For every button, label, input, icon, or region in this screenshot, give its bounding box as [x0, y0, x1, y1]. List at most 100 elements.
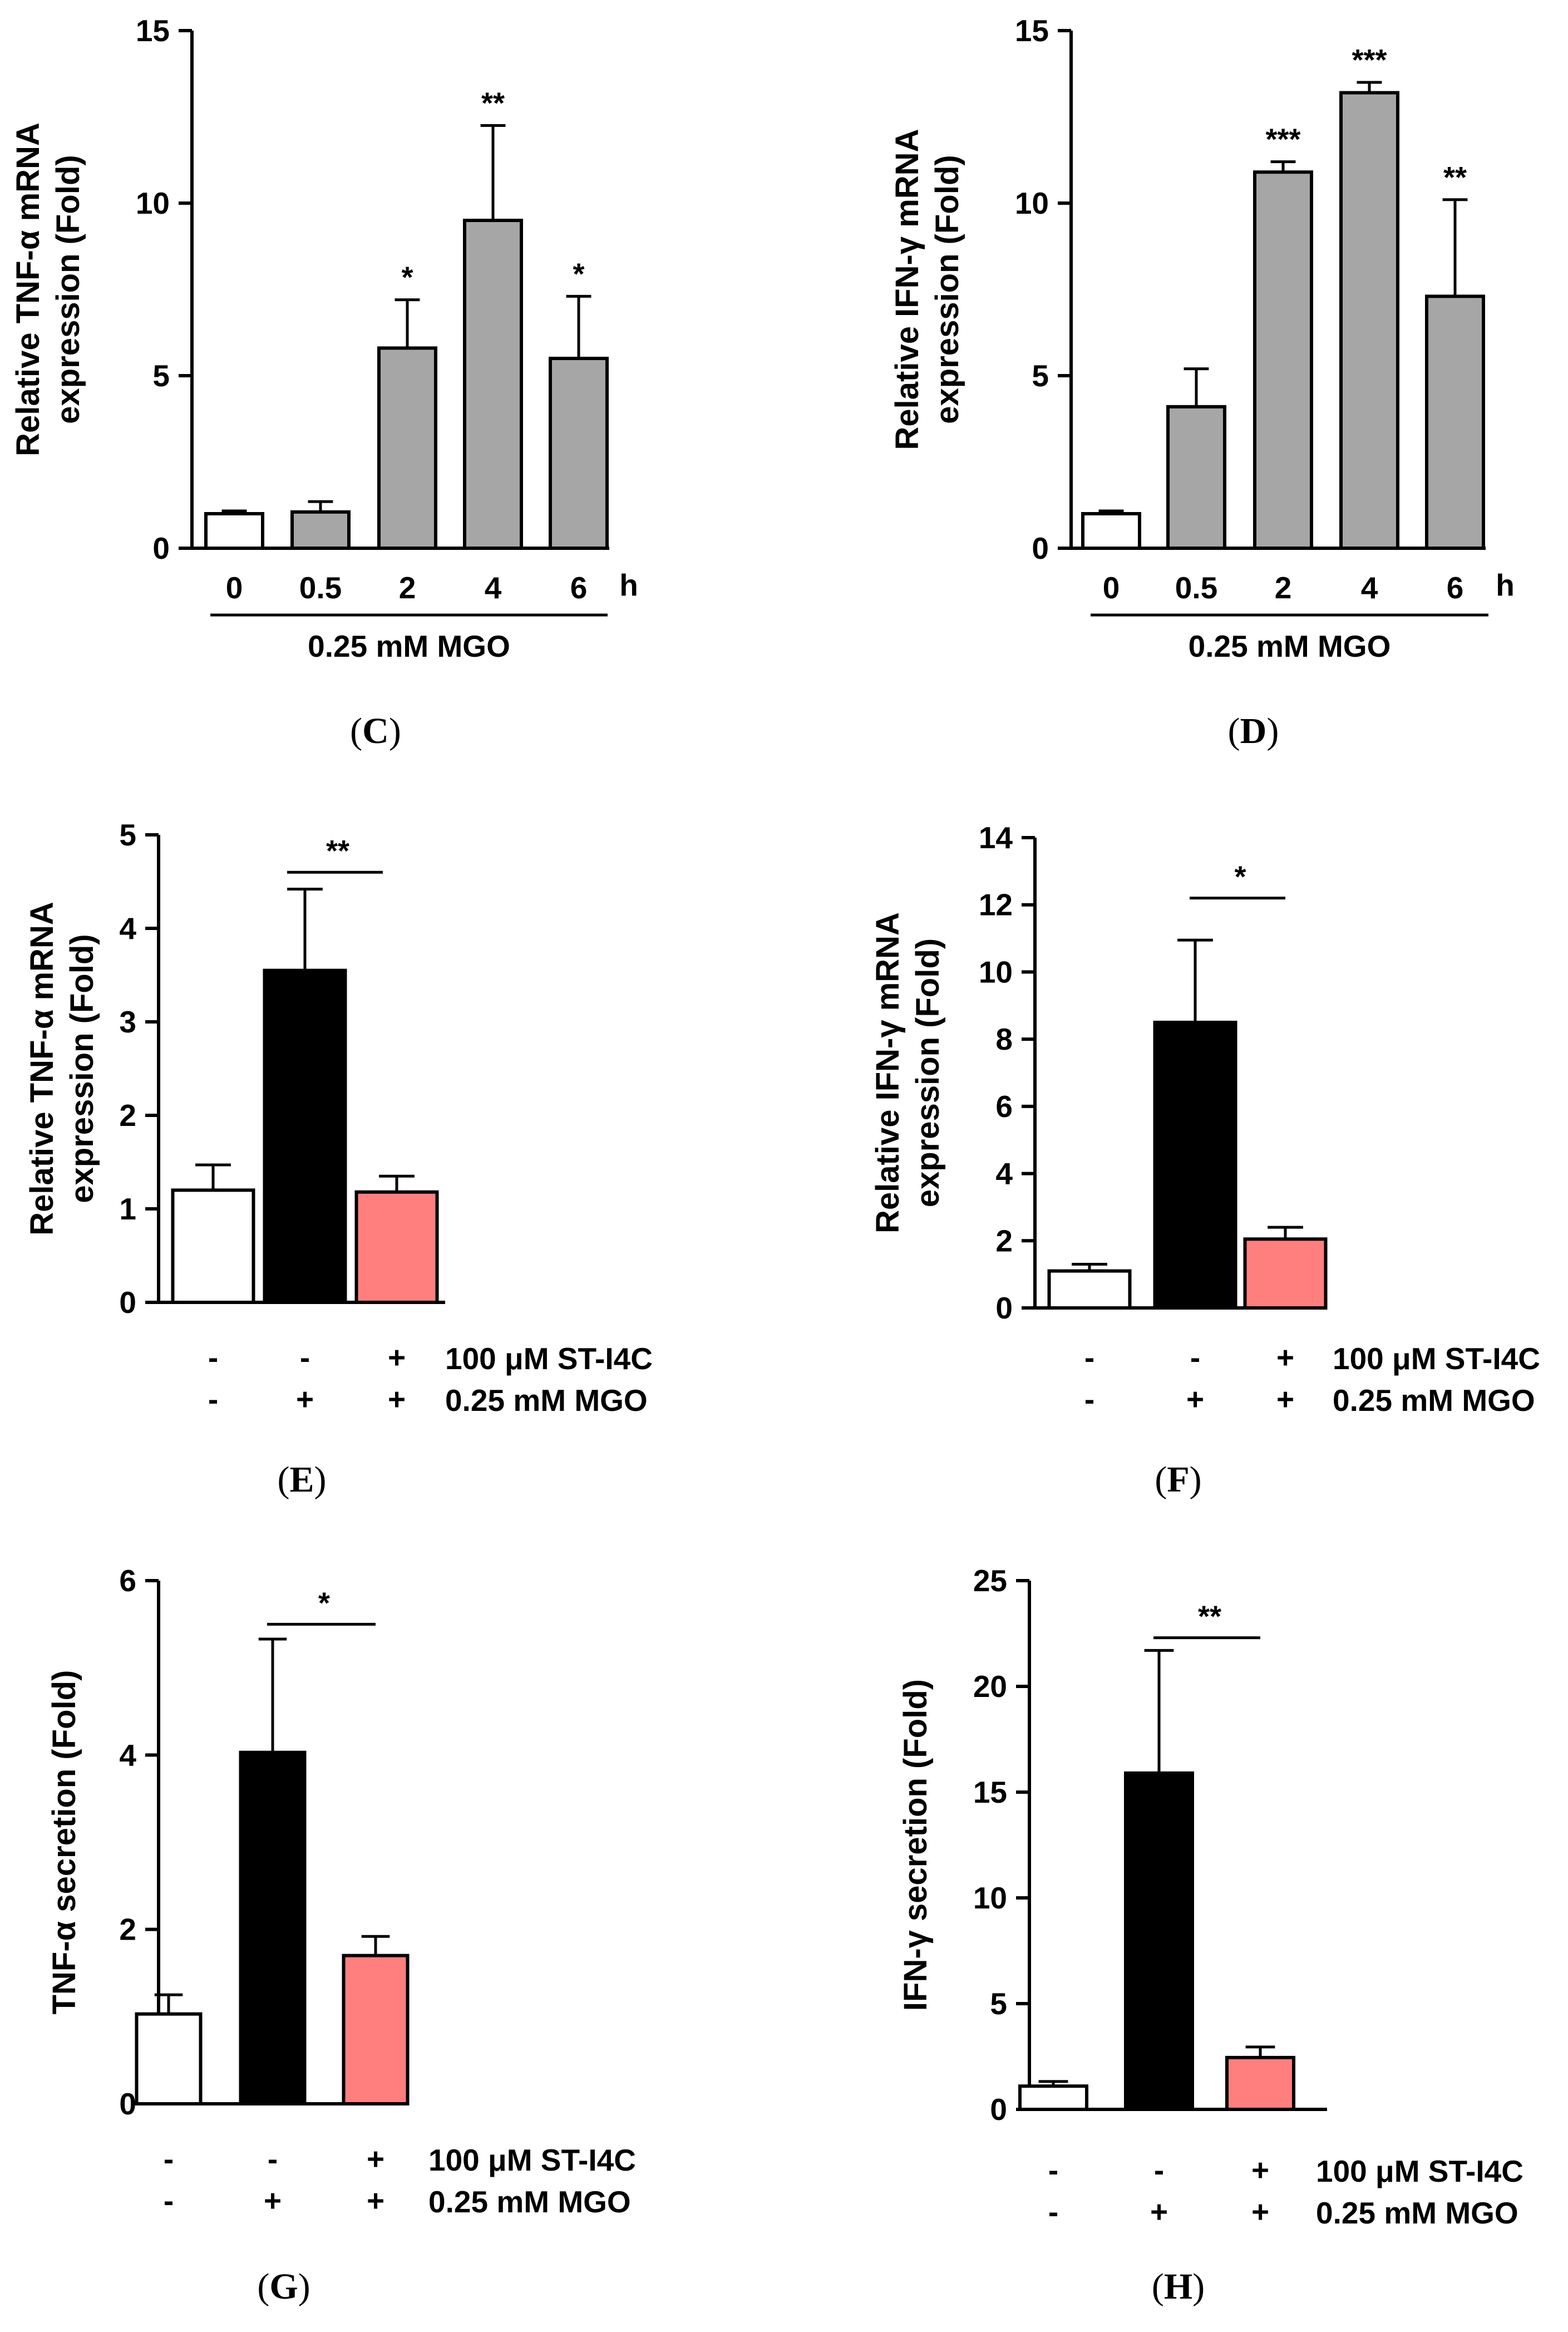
significance-label: ** — [481, 87, 505, 120]
y-tick-label: 12 — [979, 888, 1013, 922]
y-tick-label: 5 — [1032, 358, 1049, 393]
x-tick-label: 2 — [399, 570, 416, 605]
bar — [239, 1750, 307, 2105]
y-tick-label: 10 — [973, 1881, 1007, 1915]
y-tick-label: 2 — [995, 1223, 1013, 1258]
significance-label: ** — [1198, 1600, 1221, 1634]
treatment-sign: - — [1048, 2153, 1058, 2187]
y-tick-label: 1 — [119, 1192, 136, 1226]
treatment-sign: - — [208, 1382, 218, 1416]
significance-label: * — [1234, 860, 1246, 894]
treatment-label: 0.25 mM MGO — [1316, 2196, 1518, 2230]
bar — [1225, 2055, 1295, 2111]
panel-label-part: E — [289, 1459, 314, 1500]
bar — [1166, 405, 1226, 550]
treatment-label: 0.25 mM MGO — [428, 2185, 631, 2219]
y-tick-label: 2 — [119, 1098, 136, 1133]
y-tick-label: 10 — [136, 186, 170, 220]
bar — [1339, 91, 1399, 550]
panel-label-part: ) — [389, 711, 401, 751]
panel-label-part: ) — [1266, 711, 1279, 751]
y-tick-label: 4 — [119, 911, 136, 946]
x-tick-label: 2 — [1275, 570, 1292, 605]
panel-label-part: ( — [350, 711, 362, 751]
x-tick-label: 6 — [570, 570, 588, 605]
group-label: 0.25 mM MGO — [1189, 629, 1391, 663]
bar — [1153, 1020, 1237, 1310]
panel-label-part: ) — [1192, 2266, 1205, 2307]
treatment-sign: + — [1150, 2195, 1168, 2229]
treatment-sign: - — [1084, 1382, 1094, 1416]
significance-label: ** — [326, 834, 349, 868]
panel-label-part: ( — [278, 1459, 290, 1500]
treatment-sign: + — [388, 1340, 406, 1375]
y-axis-label: IFN-γ secretion (Fold) — [898, 1679, 934, 2011]
bar — [1081, 512, 1141, 550]
bar — [342, 1954, 410, 2106]
significance-label: ** — [1443, 161, 1467, 194]
treatment-sign: - — [1190, 1340, 1200, 1375]
y-tick-label: 8 — [995, 1022, 1013, 1056]
y-tick-label: 0 — [990, 2092, 1007, 2127]
bar — [204, 512, 264, 550]
y-tick-label: 0 — [995, 1291, 1013, 1325]
bar — [1124, 1771, 1194, 2112]
treatment-sign: - — [1048, 2195, 1058, 2229]
bar — [1018, 2084, 1088, 2111]
treatment-sign: + — [1186, 1382, 1204, 1416]
y-axis-label: Relative IFN-γ mRNA — [889, 129, 925, 450]
y-tick-label: 6 — [119, 1563, 136, 1598]
y-tick-label: 5 — [119, 818, 136, 852]
chart-g: 0 2 4 6 * - - +100 μM ST-I4C - + +0.25 mM MGO TNF-α… — [46, 1563, 636, 2307]
x-tick-label: 4 — [485, 570, 502, 605]
treatment-label: 0.25 mM MGO — [445, 1383, 648, 1418]
panel-label-part: ( — [257, 2266, 269, 2307]
bar — [1253, 170, 1313, 550]
panel-label-part: ( — [1155, 1459, 1167, 1500]
panel-label-part: ) — [314, 1459, 327, 1500]
panel-label-part: C — [362, 711, 389, 751]
bar — [377, 346, 437, 550]
y-tick-label: 20 — [973, 1669, 1007, 1704]
treatment-label: 100 μM ST-I4C — [445, 1341, 653, 1376]
y-tick-label: 4 — [119, 1738, 136, 1772]
y-tick-label: 15 — [136, 13, 170, 48]
x-tick-label: 0 — [1103, 570, 1120, 605]
treatment-sign: - — [268, 2142, 278, 2176]
panel-label-part: F — [1167, 1459, 1189, 1500]
treatment-sign: + — [1276, 1340, 1294, 1375]
significance-label: *** — [1352, 43, 1387, 77]
chart-h: 0 5 10 15 20 25 ** - - +100 μM ST-I4C - + +0.25 mM M… — [898, 1563, 1523, 2307]
y-tick-label: 10 — [979, 955, 1013, 989]
treatment-sign: + — [264, 2183, 282, 2218]
y-axis-label: expression (Fold) — [64, 934, 100, 1203]
y-tick-label: 0 — [119, 2087, 136, 2121]
y-tick-label: 15 — [973, 1775, 1007, 1809]
y-tick-label: 5 — [152, 358, 170, 393]
significance-label: * — [573, 257, 584, 291]
x-tick-label: 4 — [1361, 570, 1378, 605]
panel-label-part: ( — [1152, 2266, 1164, 2307]
treatment-label: 100 μM ST-I4C — [428, 2143, 636, 2177]
treatment-sign: - — [1084, 1340, 1094, 1375]
y-tick-label: 6 — [995, 1089, 1013, 1124]
treatment-sign: - — [164, 2142, 174, 2176]
panel-label: (E) — [278, 1459, 327, 1500]
y-tick-label: 15 — [1015, 13, 1049, 48]
panel-label-part: ) — [298, 2266, 310, 2307]
bar — [1047, 1269, 1132, 1310]
treatment-sign: + — [367, 2183, 384, 2218]
y-tick-label: 14 — [979, 820, 1013, 855]
panel-label-part: D — [1240, 711, 1267, 751]
treatment-sign: - — [1154, 2153, 1164, 2187]
bar — [463, 219, 523, 550]
panel-label-part: ( — [1228, 711, 1240, 751]
bar — [290, 510, 351, 550]
y-axis-label: Relative IFN-γ mRNA — [870, 912, 906, 1233]
panel-label: (G) — [257, 2266, 310, 2307]
treatment-label: 100 μM ST-I4C — [1333, 1341, 1540, 1376]
y-axis-label: expression (Fold) — [910, 938, 946, 1207]
panel-label: (D) — [1228, 711, 1279, 751]
